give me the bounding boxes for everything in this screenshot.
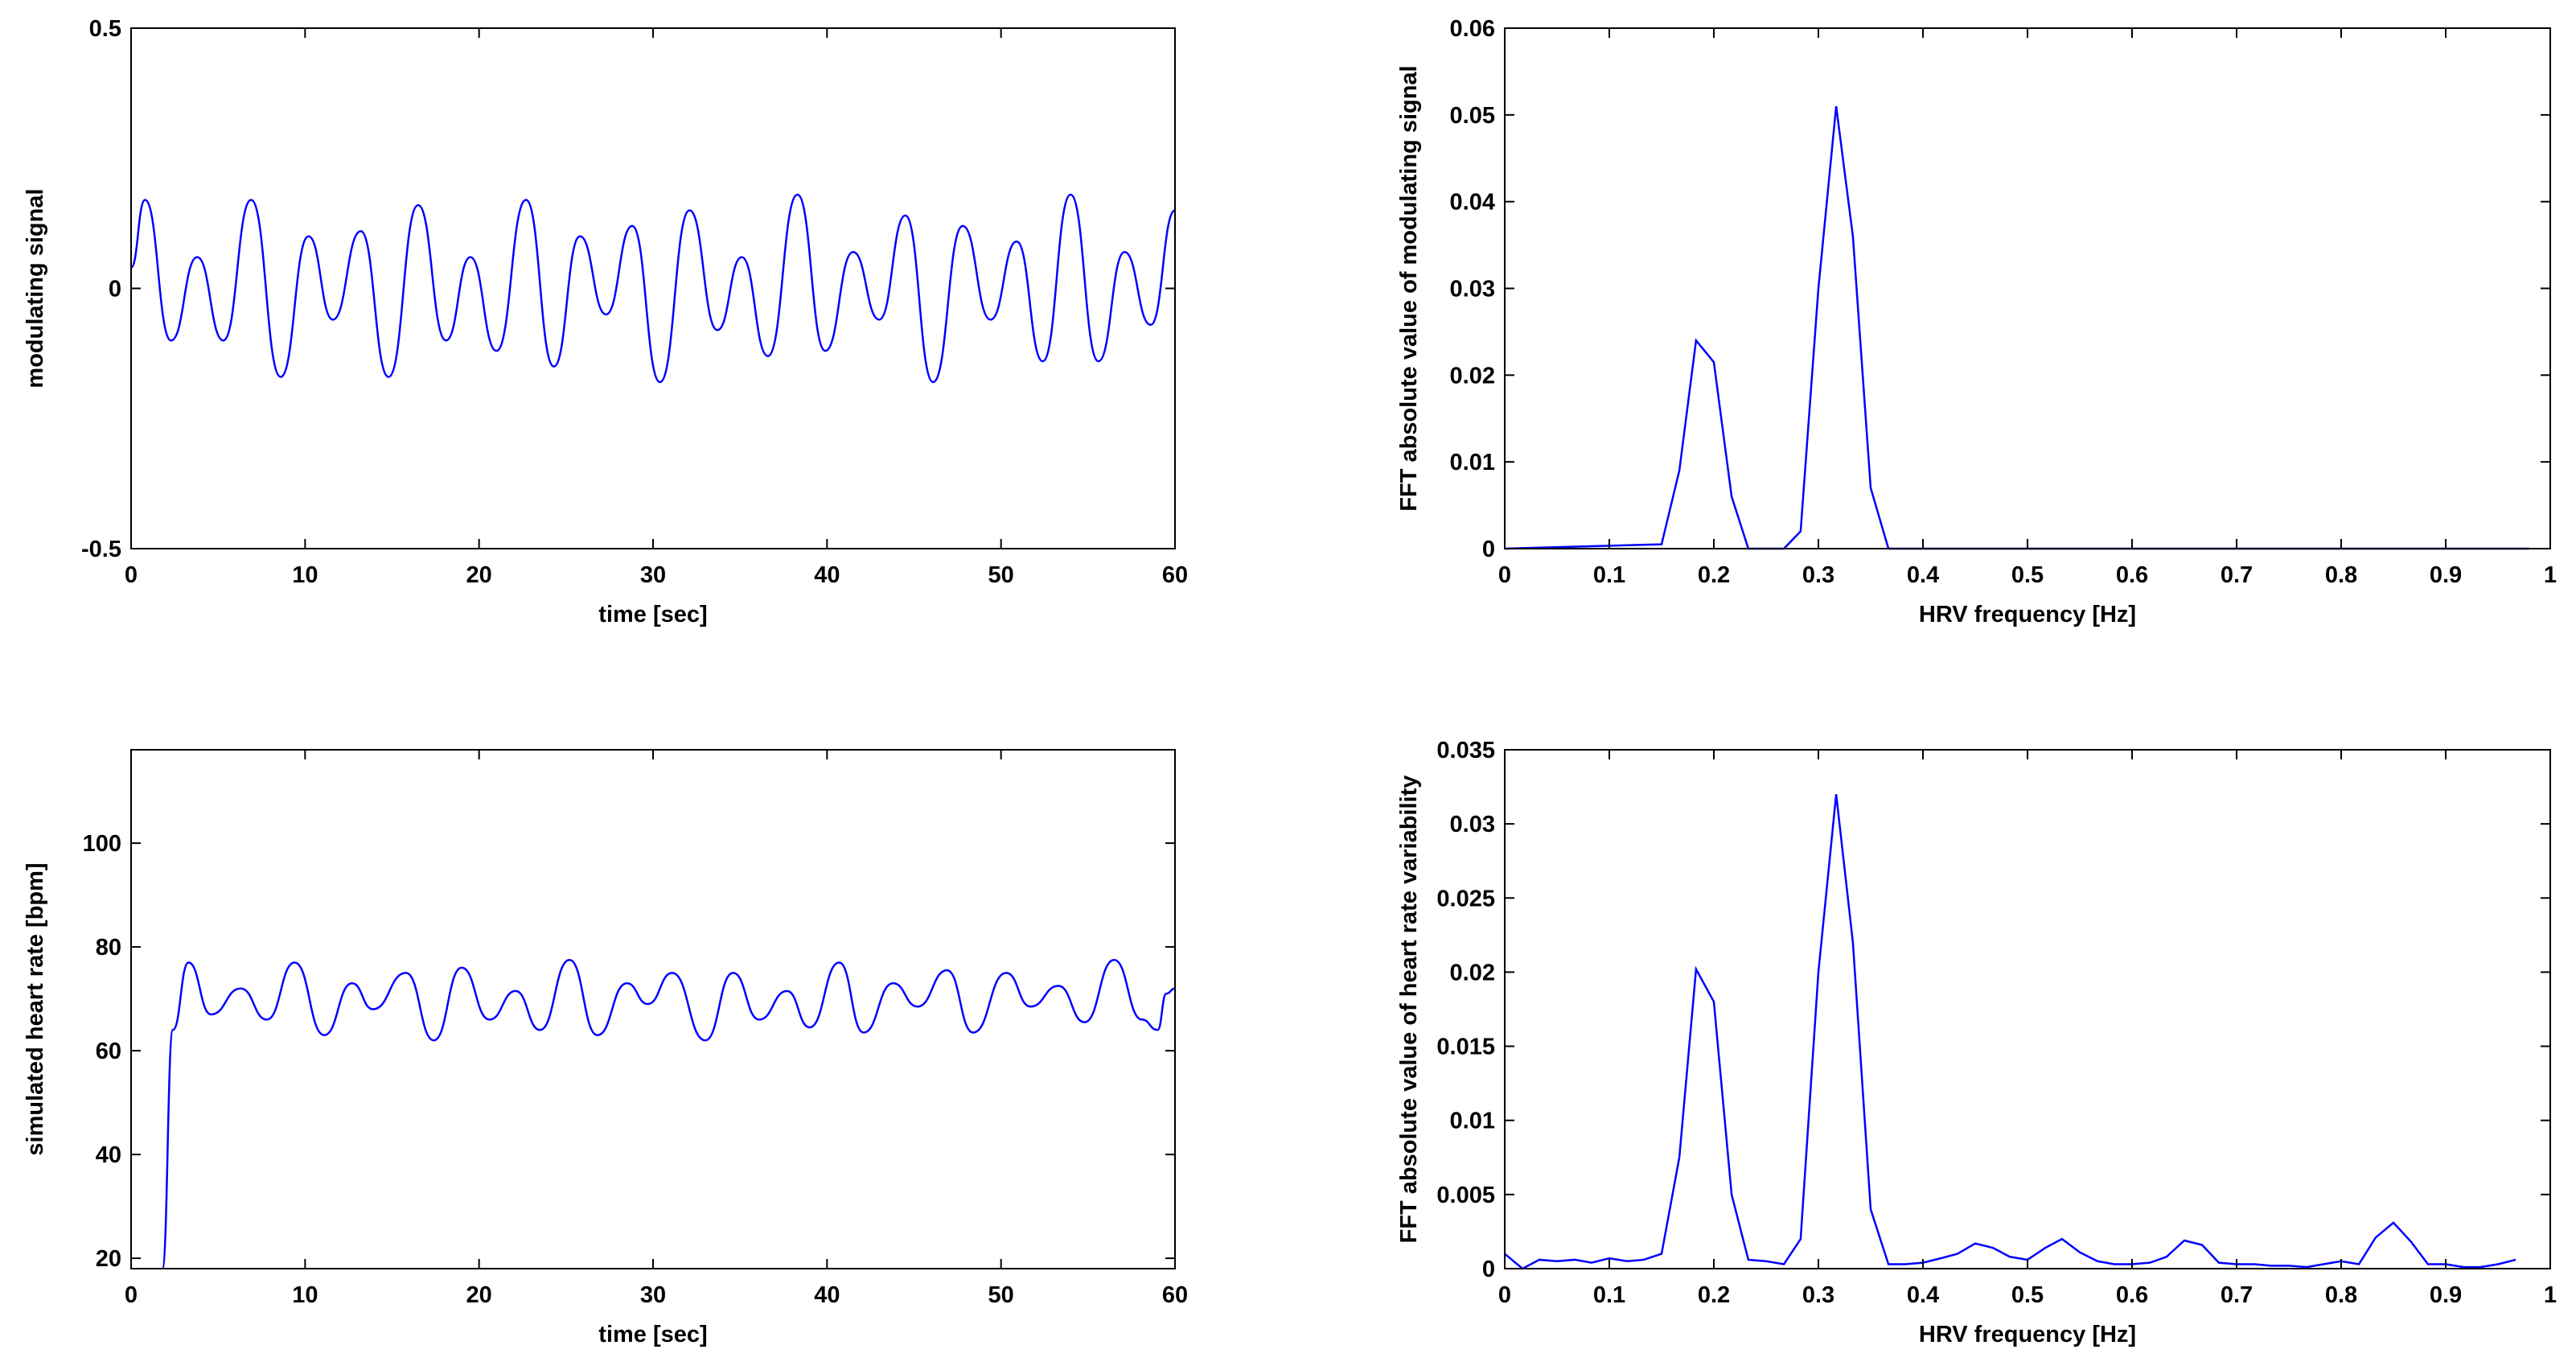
y-tick-label: 0.035 bbox=[1436, 738, 1495, 763]
x-tick-label: 0.5 bbox=[2011, 1282, 2044, 1308]
plot-area bbox=[131, 28, 1175, 549]
y-tick-label: 0.02 bbox=[1450, 363, 1495, 389]
x-tick-label: 0.9 bbox=[2430, 562, 2462, 588]
y-tick-label: 60 bbox=[96, 1039, 121, 1064]
x-tick-label: 0.8 bbox=[2325, 562, 2357, 588]
y-tick-label: 0.06 bbox=[1450, 16, 1495, 42]
y-tick-label: -0.5 bbox=[81, 537, 121, 562]
y-tick-label: 40 bbox=[96, 1142, 121, 1168]
x-tick-label: 50 bbox=[988, 1282, 1014, 1308]
y-axis-label: FFT absolute value of heart rate variabi… bbox=[1396, 776, 1422, 1244]
x-tick-label: 0.2 bbox=[1698, 1282, 1730, 1308]
data-line bbox=[129, 193, 1176, 384]
x-tick-label: 0.8 bbox=[2325, 1282, 2357, 1308]
x-tick-label: 0.4 bbox=[1907, 1282, 1939, 1308]
x-tick-label: 0.6 bbox=[2116, 562, 2148, 588]
x-tick-label: 60 bbox=[1162, 562, 1188, 588]
x-axis-label: HRV frequency [Hz] bbox=[1919, 602, 2136, 627]
y-tick-label: 0.05 bbox=[1450, 103, 1495, 129]
x-tick-label: 0 bbox=[1498, 1282, 1511, 1308]
y-axis-label: modulating signal bbox=[23, 188, 48, 388]
x-tick-label: 0.6 bbox=[2116, 1282, 2148, 1308]
x-tick-label: 0 bbox=[125, 1282, 138, 1308]
y-axis-label: FFT absolute value of modulating signal bbox=[1396, 65, 1422, 511]
x-tick-label: 60 bbox=[1162, 1282, 1188, 1308]
plot-area bbox=[1505, 28, 2550, 549]
y-tick-label: 0.01 bbox=[1450, 1109, 1495, 1134]
x-tick-label: 10 bbox=[292, 562, 318, 588]
x-tick-label: 0.3 bbox=[1802, 1282, 1834, 1308]
x-tick-label: 0.4 bbox=[1907, 562, 1939, 588]
x-tick-label: 50 bbox=[988, 562, 1014, 588]
x-tick-label: 0.5 bbox=[2011, 562, 2044, 588]
x-tick-label: 0.1 bbox=[1593, 1282, 1625, 1308]
x-tick-label: 1 bbox=[2544, 562, 2557, 588]
x-axis-label: time [sec] bbox=[598, 1322, 707, 1347]
y-tick-label: 0.01 bbox=[1450, 450, 1495, 475]
y-tick-label: 0.025 bbox=[1436, 886, 1495, 911]
y-tick-label: 20 bbox=[96, 1246, 121, 1272]
x-tick-label: 20 bbox=[466, 562, 492, 588]
plot-area bbox=[1505, 750, 2550, 1269]
x-tick-label: 30 bbox=[640, 1282, 666, 1308]
x-axis-label: time [sec] bbox=[598, 602, 707, 627]
y-tick-label: 0.015 bbox=[1436, 1035, 1495, 1060]
x-tick-label: 0.7 bbox=[2221, 1282, 2253, 1308]
y-tick-label: 0.03 bbox=[1450, 812, 1495, 837]
y-tick-label: 0.02 bbox=[1450, 960, 1495, 985]
data-line bbox=[161, 958, 1176, 1270]
x-tick-label: 20 bbox=[466, 1282, 492, 1308]
x-tick-label: 0.7 bbox=[2221, 562, 2253, 588]
x-tick-label: 0 bbox=[1498, 562, 1511, 588]
x-tick-label: 0.1 bbox=[1593, 562, 1625, 588]
y-tick-label: 0.04 bbox=[1450, 190, 1495, 216]
x-tick-label: 40 bbox=[814, 562, 840, 588]
plot-area bbox=[131, 750, 1175, 1269]
y-tick-label: 0 bbox=[1482, 1257, 1495, 1282]
y-axis-label: simulated heart rate [bpm] bbox=[23, 862, 48, 1155]
y-tick-label: 0 bbox=[1482, 537, 1495, 562]
x-tick-label: 30 bbox=[640, 562, 666, 588]
y-tick-label: 0.03 bbox=[1450, 277, 1495, 302]
x-axis-label: HRV frequency [Hz] bbox=[1919, 1322, 2136, 1347]
data-line bbox=[1504, 794, 2516, 1270]
x-tick-label: 0 bbox=[125, 562, 138, 588]
y-tick-label: 80 bbox=[96, 935, 121, 961]
y-tick-label: 100 bbox=[83, 831, 121, 857]
x-tick-label: 0.3 bbox=[1802, 562, 1834, 588]
x-tick-label: 10 bbox=[292, 1282, 318, 1308]
y-tick-label: 0.5 bbox=[89, 16, 121, 42]
y-tick-label: 0 bbox=[109, 277, 121, 302]
x-tick-label: 1 bbox=[2544, 1282, 2557, 1308]
x-tick-label: 0.9 bbox=[2430, 1282, 2462, 1308]
x-tick-label: 0.2 bbox=[1698, 562, 1730, 588]
y-tick-label: 0.005 bbox=[1436, 1183, 1495, 1208]
x-tick-label: 40 bbox=[814, 1282, 840, 1308]
